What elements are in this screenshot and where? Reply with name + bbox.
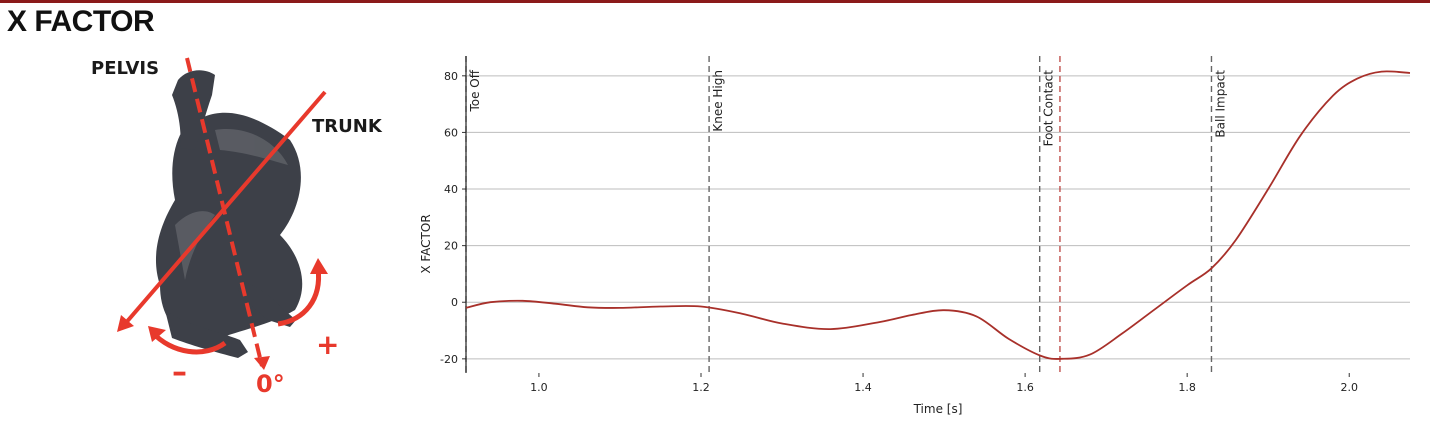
axes: -20 0 20 40 60 80 1.0 1.2 1.4 1.6 1.8 2.0 [440, 56, 1358, 394]
x-tick-label: 2.0 [1340, 381, 1358, 394]
event-label: Knee High [711, 70, 725, 132]
event-lines: Toe Off Knee High Foot Contact Ball Impact [465, 56, 1227, 373]
grid-lines [466, 75, 1410, 360]
negative-rotation-arrowhead-icon [148, 326, 166, 342]
y-tick-label: 40 [444, 183, 458, 196]
minus-label: – [172, 355, 187, 390]
pelvis-axis-arrowhead-icon [254, 356, 270, 370]
x-tick-label: 1.8 [1178, 381, 1196, 394]
series-layer [465, 70, 1411, 360]
positive-rotation-arrow [277, 267, 322, 327]
positive-rotation-arrowhead-icon [310, 258, 328, 274]
x-factor-chart: Toe Off Knee High Foot Contact Ball Impact … [419, 56, 1411, 416]
x-tick-label: 1.0 [530, 381, 548, 394]
event-label: Ball Impact [1213, 70, 1227, 138]
plus-label: + [316, 328, 339, 361]
y-tick-label: 80 [444, 70, 458, 83]
page-title: X FACTOR [7, 5, 155, 38]
header-rule [0, 0, 1430, 3]
event-label: Foot Contact [1042, 70, 1056, 147]
y-tick-label: 60 [444, 126, 458, 139]
y-tick-label: 20 [444, 240, 458, 253]
trunk-axis-line [122, 90, 327, 327]
figure-body [155, 70, 303, 358]
negative-rotation-arrow [150, 330, 227, 355]
x-factor-illustration: PELVIS TRUNK – + 0° [91, 57, 383, 398]
x-axis-label: Time [s] [913, 402, 963, 416]
x-tick-label: 1.6 [1016, 381, 1034, 394]
x-factor-series-line [465, 70, 1411, 360]
y-tick-label: 0 [451, 296, 458, 309]
y-axis-label: X FACTOR [419, 214, 433, 273]
x-tick-label: 1.2 [692, 381, 710, 394]
trunk-label: TRUNK [312, 116, 383, 137]
pelvis-label: PELVIS [91, 58, 159, 79]
axis-labels: Time [s] X FACTOR [419, 214, 962, 416]
trunk-axis-arrowhead-icon [117, 315, 134, 332]
zero-degree-label: 0° [256, 370, 285, 398]
y-tick-label: -20 [440, 353, 458, 366]
x-tick-label: 1.4 [854, 381, 872, 394]
pelvis-axis-line [185, 57, 264, 367]
event-label: Toe Off [468, 69, 482, 112]
